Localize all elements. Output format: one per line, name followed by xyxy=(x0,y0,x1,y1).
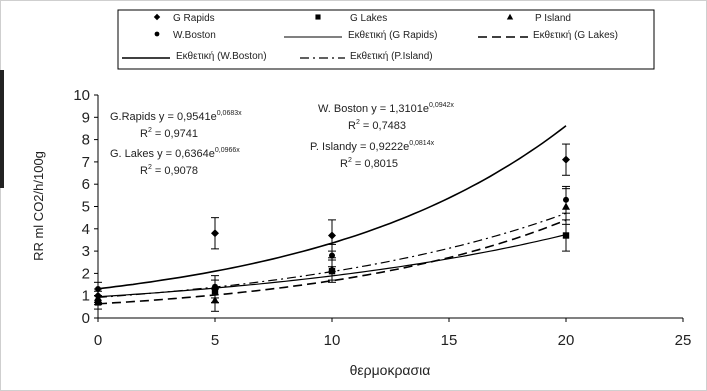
y-tick-label: 10 xyxy=(73,87,90,104)
legend-label: Εκθετική (W.Boston) xyxy=(176,50,267,62)
data-point xyxy=(563,196,569,203)
legend-marker-symbol xyxy=(506,13,514,20)
legend-label: G Lakes xyxy=(350,13,387,24)
y-tick-label: 1 xyxy=(82,288,90,305)
data-points xyxy=(94,143,570,312)
equation-label: W. Boston y = 1,3101e0,0942x xyxy=(318,102,454,115)
data-point xyxy=(94,293,102,302)
trendline xyxy=(97,219,567,305)
data-point xyxy=(328,264,336,273)
r-squared-sup: 2 xyxy=(148,164,152,171)
equation-text: G.Rapids y = 0,9541e xyxy=(110,111,217,123)
equation-label: P. Islandy = 0,9222e0,0814x xyxy=(310,140,435,153)
r-squared-label: R2 = 0,9078 xyxy=(140,164,198,177)
equation-label: G. Lakes y = 0,6364e0,0966x xyxy=(110,147,240,160)
data-point xyxy=(328,231,336,240)
equation-exponent: 0,0942x xyxy=(429,102,454,109)
y-tick-label: 3 xyxy=(82,243,90,260)
r-squared-label: R2 = 0,8015 xyxy=(340,157,398,170)
y-tick-label: 2 xyxy=(82,265,90,282)
r-squared-value: = 0,9741 xyxy=(152,128,198,140)
data-point xyxy=(562,155,570,164)
equation-text: P. Islandy = 0,9222e xyxy=(310,141,409,153)
legend-marker-symbol xyxy=(153,13,161,21)
y-tick-label: 8 xyxy=(82,132,90,149)
r-squared-letter: R xyxy=(140,128,148,140)
x-tick-label: 20 xyxy=(558,332,575,349)
y-tick-label: 9 xyxy=(82,109,90,126)
r-squared-value: = 0,9078 xyxy=(152,165,198,177)
equation-exponent: 0,0683x xyxy=(217,110,242,117)
y-axis-label: RR ml CO2/h/100g xyxy=(31,151,46,261)
equation-text: G. Lakes y = 0,6364e xyxy=(110,148,215,160)
legend-label: W.Boston xyxy=(173,30,216,41)
x-tick-label: 0 xyxy=(94,332,102,349)
legend-label: G Rapids xyxy=(173,13,215,24)
data-point xyxy=(95,286,101,293)
equation-exponent: 0,0814x xyxy=(409,140,434,147)
equation-text: W. Boston y = 1,3101e xyxy=(318,103,429,115)
legend-label: Εκθετική (G Lakes) xyxy=(533,29,618,41)
data-point xyxy=(211,296,219,304)
legend-label: Εκθετική (P.Island) xyxy=(350,50,433,62)
r-squared-sup: 2 xyxy=(356,119,360,126)
legend-box xyxy=(117,9,655,70)
data-point xyxy=(562,232,570,239)
r-squared-letter: R xyxy=(140,165,148,177)
equation-exponent: 0,0966x xyxy=(215,147,240,154)
r-squared-value: = 0,7483 xyxy=(360,120,406,132)
data-point xyxy=(211,229,219,238)
data-point xyxy=(329,252,335,259)
y-tick-label: 0 xyxy=(82,310,90,327)
legend: G Rapids G Lakes P Island W.Boston Εκθετική … xyxy=(122,13,618,62)
frame-edge-mark xyxy=(0,70,4,188)
y-tick-label: 7 xyxy=(82,154,90,171)
legend-label: Εκθετική (G Rapids) xyxy=(348,29,437,41)
data-point xyxy=(212,283,218,290)
x-tick-label: 25 xyxy=(675,332,692,349)
y-tick-label: 5 xyxy=(82,199,90,216)
r-squared-label: R2 = 0,9741 xyxy=(140,127,198,140)
legend-marker-symbol xyxy=(315,14,321,20)
r-squared-letter: R xyxy=(340,158,348,170)
x-tick-label: 5 xyxy=(211,332,219,349)
x-tick-label: 10 xyxy=(324,332,341,349)
y-tick-label: 6 xyxy=(82,176,90,193)
r-squared-label: R2 = 0,7483 xyxy=(348,119,406,132)
x-axis-label: θερμοκρασια xyxy=(350,362,431,378)
r-squared-sup: 2 xyxy=(348,157,352,164)
r-squared-value: = 0,8015 xyxy=(352,158,398,170)
legend-label: P Island xyxy=(535,13,571,24)
r-squared-letter: R xyxy=(348,120,356,132)
y-tick-label: 4 xyxy=(82,221,90,238)
equation-label: G.Rapids y = 0,9541e0,0683x xyxy=(110,110,242,123)
legend-marker-symbol xyxy=(154,31,160,37)
x-tick-label: 15 xyxy=(441,332,458,349)
r-squared-sup: 2 xyxy=(148,127,152,134)
axes: 0 1 2 3 4 5 6 7 8 9 10 0 5 10 15 20 25 xyxy=(73,87,691,349)
